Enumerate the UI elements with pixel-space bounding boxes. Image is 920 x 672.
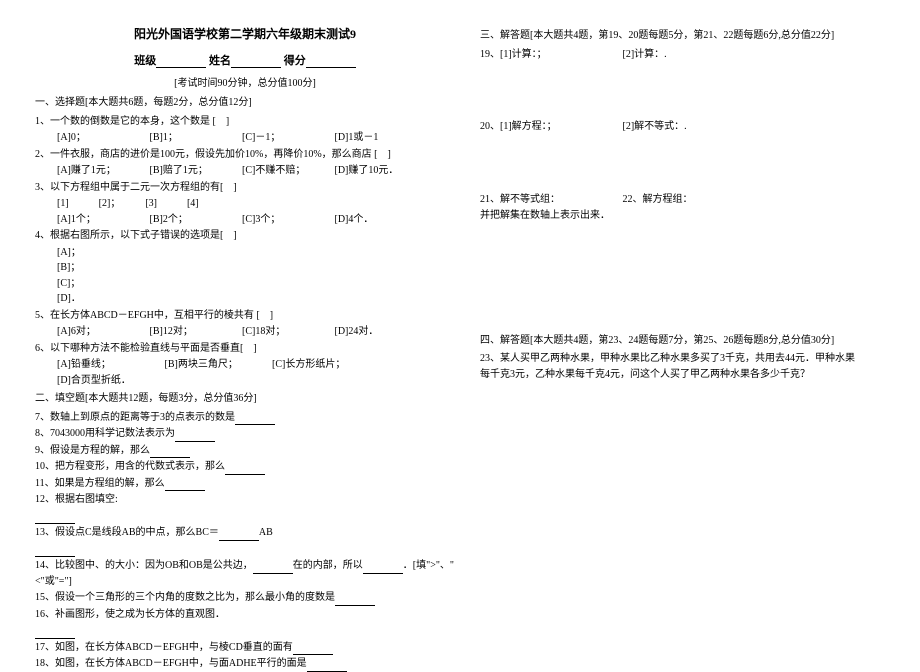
q2: 2、一件衣服，商店的进价是100元，假设先加价10%，再降价10%，那么商店 […: [35, 147, 455, 163]
q3b: [B]2个；: [150, 212, 240, 228]
q10-blank: [225, 462, 265, 475]
q4: 4、根据右图所示，以下式子错误的选项是[ ]: [35, 228, 455, 244]
exam-meta: [考试时间90分钟，总分值100分]: [35, 74, 455, 89]
q3: 3、以下方程组中属于二元一次方程组的有[ ]: [35, 180, 455, 196]
q5a: [A]6对；: [57, 324, 147, 340]
q3d: [D]4个．: [335, 212, 425, 228]
q11: 11、如果是方程组的解，那么: [35, 476, 455, 492]
spacer-21: [480, 225, 860, 275]
q1-opts: [A]0； [B]1； [C]－1； [D]1或－1: [35, 130, 455, 146]
q2c: [C]不赚不赔；: [242, 163, 332, 179]
q13-blank: [219, 528, 259, 541]
section1-head: 一、选择题[本大题共6题，每题2分，总分值12分]: [35, 95, 455, 111]
q2b: [B]赔了1元；: [150, 163, 240, 179]
q23: 23、某人买甲乙两种水果，甲种水果比乙种水果多买了3千克，共用去44元．甲种水果…: [480, 351, 860, 382]
q2-opts: [A]赚了1元； [B]赔了1元； [C]不赚不赔； [D]赚了10元．: [35, 163, 455, 179]
q3-opts: [A]1个； [B]2个； [C]3个； [D]4个．: [35, 212, 455, 228]
q13-line: [35, 542, 455, 558]
q11-blank: [165, 478, 205, 491]
q15-blank: [335, 593, 375, 606]
q5-opts: [A]6对； [B]12对； [C]18对； [D]24对．: [35, 324, 455, 340]
q1c: [C]－1；: [242, 130, 332, 146]
class-blank: [156, 55, 206, 68]
q18-blank: [307, 659, 347, 672]
q2a: [A]赚了1元；: [57, 163, 147, 179]
q7-blank: [235, 412, 275, 425]
q12-line: [35, 509, 455, 525]
q21-22: 21、解不等式组： 22、解方程组：: [480, 192, 860, 208]
q16-line: [35, 623, 455, 639]
q12: 12、根据右图填空:: [35, 492, 455, 508]
spacer-20: [480, 136, 860, 191]
q14-blank2: [363, 561, 403, 574]
q13: 13、假设点C是线段AB的中点，那么BC＝AB: [35, 525, 455, 541]
q1a: [A]0；: [57, 130, 147, 146]
section2-head: 二、填空题[本大题共12题，每题3分，总分值36分]: [35, 391, 455, 407]
q6b: [B]两块三角尺；: [165, 357, 270, 373]
q9: 9、假设是方程的解，那么: [35, 443, 455, 459]
q1: 1、一个数的倒数是它的本身，这个数是 [ ]: [35, 114, 455, 130]
q15: 15、假设一个三角形的三个内角的度数之比为，那么最小角的度数是: [35, 590, 455, 606]
section4-head: 四、解答题[本大题共4题，第23、24题每题7分，第25、26题每题8分,总分值…: [480, 333, 860, 349]
header-line: 班级 姓名 得分: [35, 52, 455, 68]
name-label: 姓名: [209, 55, 231, 67]
q16: 16、补画图形，使之成为长方体的直观图．: [35, 607, 455, 623]
q4d: [D]．: [35, 291, 455, 307]
q7: 7、数轴上到原点的距离等于3的点表示的数是: [35, 410, 455, 426]
q8: 8、7043000用科学记数法表示为: [35, 426, 455, 442]
spacer-22: [480, 275, 860, 330]
q14: 14、比较图中、的大小：因为OB和OB是公共边，在的内部，所以．[填">"、"<…: [35, 558, 455, 589]
q19: 19、[1]计算：； [2]计算：.: [480, 47, 860, 63]
q10: 10、把方程变形，用含的代数式表示，那么: [35, 459, 455, 475]
name-blank: [231, 55, 281, 68]
q5b: [B]12对；: [150, 324, 240, 340]
q20: 20、[1]解方程：； [2]解不等式：.: [480, 119, 860, 135]
q4b: [B]；: [35, 260, 455, 276]
q3-sub: [1] [2]； [3] [4]: [35, 196, 455, 212]
q17: 17、如图，在长方体ABCD－EFGH中，与棱CD垂直的面有: [35, 640, 455, 656]
q9-blank: [150, 445, 190, 458]
spacer-19: [480, 63, 860, 118]
q6-opts: [A]铅垂线； [B]两块三角尺； [C]长方形纸片； [D]合页型折纸．: [35, 357, 455, 388]
q17-blank: [293, 642, 333, 655]
q14-blank1: [253, 561, 293, 574]
q2d: [D]赚了10元．: [335, 163, 425, 179]
q5d: [D]24对．: [335, 324, 425, 340]
score-blank: [306, 55, 356, 68]
q18: 18、如图，在长方体ABCD－EFGH中，与面ADHE平行的面是: [35, 656, 455, 672]
q8-blank: [175, 429, 215, 442]
q6a: [A]铅垂线；: [57, 357, 162, 373]
class-label: 班级: [134, 55, 156, 67]
q4a: [A]；: [35, 245, 455, 261]
q5: 5、在长方体ABCD－EFGH中，互相平行的棱共有 [ ]: [35, 308, 455, 324]
q6c: [C]长方形纸片；: [272, 357, 377, 373]
q5c: [C]18对；: [242, 324, 332, 340]
score-label: 得分: [284, 55, 306, 67]
q4c: [C]；: [35, 276, 455, 292]
q3a: [A]1个；: [57, 212, 147, 228]
q3c: [C]3个；: [242, 212, 332, 228]
q1d: [D]1或－1: [335, 130, 425, 146]
q6: 6、以下哪种方法不能检验直线与平面是否垂直[ ]: [35, 341, 455, 357]
q1b: [B]1；: [150, 130, 240, 146]
exam-title: 阳光外国语学校第二学期六年级期末测试9: [35, 25, 455, 42]
q6d: [D]合页型折纸．: [57, 373, 162, 389]
q21c: 并把解集在数轴上表示出来．: [480, 208, 860, 224]
section3-head: 三、解答题[本大题共4题，第19、20题每题5分，第21、22题每题6分,总分值…: [480, 28, 860, 44]
